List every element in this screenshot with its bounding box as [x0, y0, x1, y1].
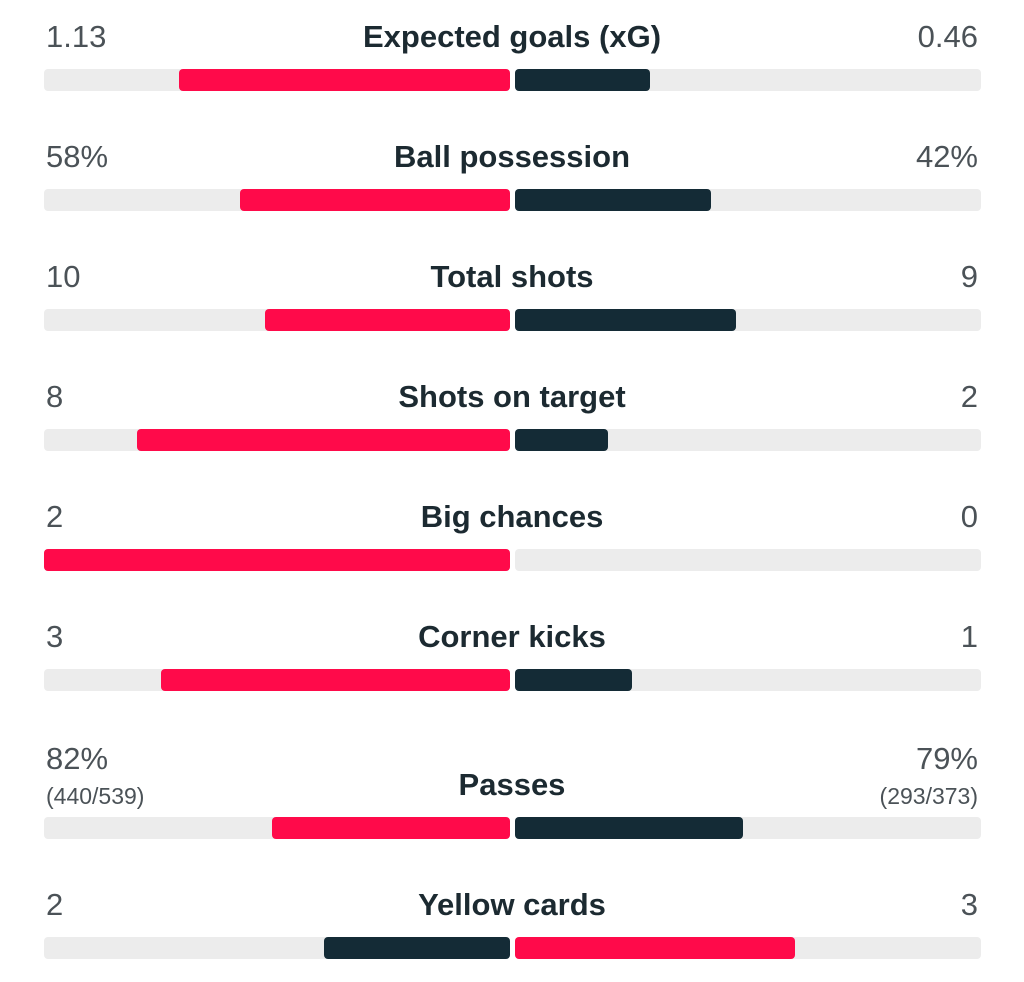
away-value: 3 [960, 887, 978, 922]
away-bar [515, 189, 711, 211]
home-bar-track [44, 817, 510, 839]
away-bar-track [515, 669, 981, 691]
home-value: 1.13 [46, 19, 107, 54]
away-bar-track [515, 429, 981, 451]
away-bar [515, 309, 736, 331]
home-bar [178, 69, 510, 91]
home-value: 8 [46, 379, 64, 414]
away-bar [515, 429, 609, 451]
home-sub-value: (440/539) [46, 783, 145, 809]
away-value: 79% [915, 741, 978, 776]
away-bar [515, 817, 744, 839]
home-bar [44, 549, 510, 571]
away-bar-track [515, 189, 981, 211]
away-bar-track [515, 69, 981, 91]
stat-label: Corner kicks [418, 619, 606, 654]
home-bar-track [44, 937, 510, 959]
away-value: 42% [915, 139, 978, 174]
home-bar [160, 669, 510, 691]
home-bar-track [44, 189, 510, 211]
away-value: 9 [960, 259, 978, 294]
away-bar-track [515, 937, 981, 959]
away-sub-value: (293/373) [879, 783, 978, 809]
home-bar [239, 189, 510, 211]
away-value: 1 [960, 619, 978, 654]
home-bar-track [44, 669, 510, 691]
stat-label: Shots on target [398, 379, 626, 414]
home-value: 10 [46, 259, 81, 294]
away-bar [515, 69, 650, 91]
stat-label: Passes [458, 767, 566, 802]
home-value: 82% [46, 741, 109, 776]
home-bar-track [44, 309, 510, 331]
away-value: 2 [960, 379, 978, 414]
stat-label: Expected goals (xG) [362, 19, 662, 54]
away-bar [515, 669, 632, 691]
home-bar [323, 937, 510, 959]
away-bar [515, 937, 795, 959]
away-value: 0.46 [917, 19, 978, 54]
stat-label: Big chances [420, 499, 604, 534]
away-bar-track [515, 549, 981, 571]
stat-label: Ball possession [393, 139, 631, 174]
home-bar [264, 309, 510, 331]
home-bar-track [44, 69, 510, 91]
away-bar-track [515, 817, 981, 839]
home-bar-track [44, 549, 510, 571]
home-bar [272, 817, 510, 839]
home-value: 2 [46, 887, 64, 922]
home-value: 2 [46, 499, 64, 534]
home-value: 3 [46, 619, 64, 654]
home-bar [137, 429, 510, 451]
home-value: 58% [46, 139, 109, 174]
home-bar-track [44, 429, 510, 451]
away-value: 0 [960, 499, 978, 534]
stat-label: Yellow cards [418, 887, 606, 922]
away-bar-track [515, 309, 981, 331]
stat-label: Total shots [430, 259, 594, 294]
